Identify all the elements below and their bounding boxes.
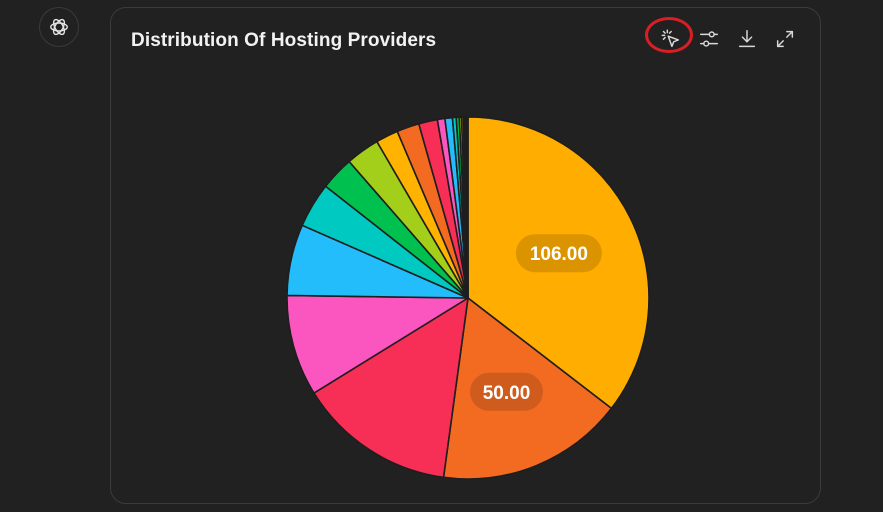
pie-chart: 106.00 50.00	[286, 116, 650, 480]
pie-slice-3[interactable]	[313, 297, 469, 479]
chart-toolbar	[645, 17, 798, 53]
pie-data-label-text: 50.00	[483, 383, 531, 404]
chart-title: Distribution Of Hosting Providers	[131, 30, 437, 51]
pie-data-label-bg	[470, 372, 543, 411]
avatar	[39, 7, 79, 47]
pie-data-label-2: 50.00	[470, 372, 543, 411]
pie-slice-21[interactable]	[466, 116, 469, 299]
select-pointer-button[interactable]	[645, 17, 693, 53]
chart-card: Distribution Of Hosting Providers	[110, 7, 821, 504]
download-button[interactable]	[734, 26, 760, 52]
pie-data-label-text: 106.00	[530, 244, 588, 265]
pie-data-label-1: 106.00	[515, 234, 602, 273]
expand-icon	[776, 30, 794, 48]
sliders-icon	[700, 31, 718, 47]
expand-button[interactable]	[772, 26, 798, 52]
pie-slice-1[interactable]	[467, 116, 650, 410]
download-icon	[738, 30, 756, 48]
pie-slice-4[interactable]	[286, 294, 469, 394]
pie-slice-2[interactable]	[442, 297, 613, 480]
adjust-button[interactable]	[696, 26, 722, 52]
pie-data-label-bg	[515, 234, 602, 273]
openai-logo-icon	[50, 18, 68, 36]
